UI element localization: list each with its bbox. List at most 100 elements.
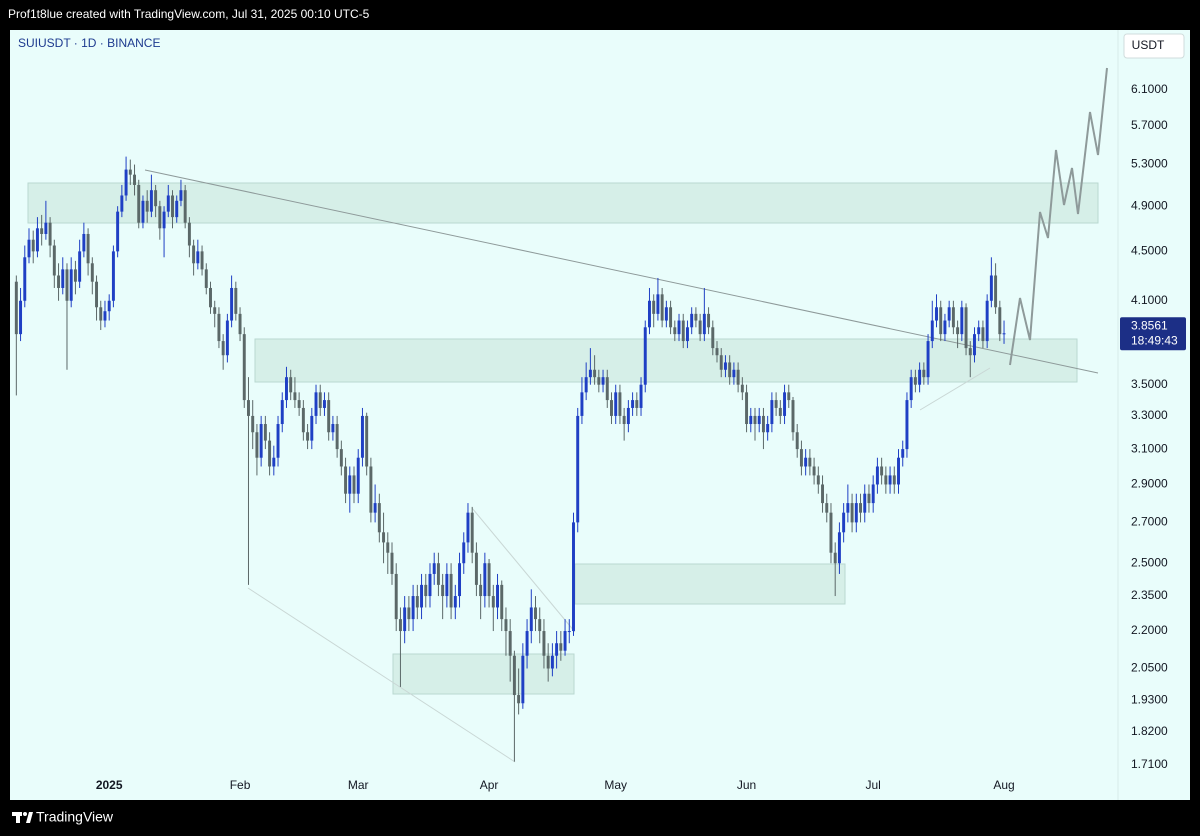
candle-body (935, 307, 938, 321)
candle-body (107, 300, 111, 312)
candle-body (171, 195, 174, 218)
candle-body (90, 263, 94, 282)
candle-body (555, 643, 559, 656)
candle-body (626, 407, 630, 425)
candle-body (268, 440, 272, 467)
candle-body (947, 307, 951, 321)
chart-panel (10, 30, 1190, 800)
candle-body (348, 475, 352, 494)
candle-body (128, 169, 132, 175)
candle-body (842, 512, 846, 533)
candle-body (673, 327, 677, 335)
candle-body (542, 631, 546, 656)
candle-body (19, 300, 23, 335)
candle-body (787, 392, 791, 401)
y-tick-label: 5.3000 (1131, 157, 1168, 171)
candle-body (913, 377, 917, 385)
candle-body (685, 327, 689, 342)
candle-body (525, 631, 529, 656)
candle-body (470, 512, 474, 553)
candle-body (145, 200, 149, 212)
candle-body (116, 211, 120, 252)
candle-body (441, 584, 445, 597)
y-tick-label: 2.9000 (1131, 477, 1168, 491)
candle-body (449, 573, 453, 608)
x-tick-label: Feb (230, 778, 251, 792)
logo (12, 812, 33, 823)
candle-body (466, 512, 470, 543)
candle-body (761, 415, 765, 433)
candle-body (964, 307, 968, 349)
candle-body (111, 251, 115, 301)
candle-body (816, 475, 820, 485)
candle-body (652, 300, 656, 314)
candle-body (352, 475, 356, 494)
candle-body (757, 415, 761, 425)
candle-body (926, 341, 930, 378)
candle-body (137, 184, 141, 223)
candle-body (799, 449, 803, 467)
candle-body (44, 222, 48, 234)
candle-body (365, 415, 369, 467)
candle-body (892, 475, 896, 485)
candle-body (230, 287, 234, 321)
candle-body (491, 596, 495, 608)
candle-body (783, 392, 787, 416)
candle-body (888, 475, 892, 485)
candle-body (778, 407, 782, 416)
candle-body (639, 384, 643, 408)
candle-body (605, 377, 609, 401)
candle-body (593, 369, 597, 378)
candle-body (1002, 333, 1006, 335)
candle-body (576, 415, 580, 523)
trend-line (144, 169, 1099, 374)
candle-body (500, 584, 504, 620)
candle-body (196, 251, 200, 264)
x-tick-label: Mar (348, 778, 369, 792)
candle-body (327, 400, 331, 433)
y-tick-label: 2.3500 (1131, 588, 1168, 602)
candle-body (27, 239, 31, 258)
candle-body (31, 239, 35, 252)
candle-body (65, 269, 69, 301)
candle-body (209, 287, 212, 308)
candle-body (753, 415, 757, 425)
candle-body (314, 392, 318, 416)
candle-body (702, 313, 706, 335)
candle-body (428, 573, 432, 597)
candle-body (99, 307, 103, 321)
candle-body (432, 563, 436, 574)
candle-body (61, 269, 65, 288)
candle-body (614, 392, 618, 416)
candle-body (166, 195, 170, 212)
candle-body (664, 307, 668, 321)
currency: USDT (1132, 38, 1165, 52)
candle-body (187, 222, 191, 246)
candle-body (821, 484, 825, 504)
candle-body (483, 563, 487, 597)
candle-body (973, 334, 976, 356)
candle-body (529, 607, 533, 632)
candle-body (580, 392, 584, 416)
candle-body (728, 362, 732, 378)
candle-body (335, 424, 339, 450)
candle-body (154, 190, 158, 207)
candle-body (804, 457, 808, 467)
candle-body (833, 552, 837, 564)
candle-body (183, 190, 187, 223)
candle-body (711, 327, 715, 349)
candle-body (808, 457, 812, 467)
candle-body (884, 475, 888, 485)
candle-body (301, 407, 305, 433)
candle-body (394, 573, 398, 620)
y-tick-label: 5.7000 (1131, 118, 1168, 132)
x-tick-label: Jul (866, 778, 881, 792)
candle-body (407, 607, 411, 620)
currency-box[interactable] (1123, 33, 1185, 59)
candle-body (622, 415, 626, 425)
candle-body (863, 493, 867, 513)
candle-body (723, 362, 727, 370)
candle-body (179, 190, 183, 201)
candle-body (420, 584, 424, 608)
trend-line (471, 507, 576, 633)
